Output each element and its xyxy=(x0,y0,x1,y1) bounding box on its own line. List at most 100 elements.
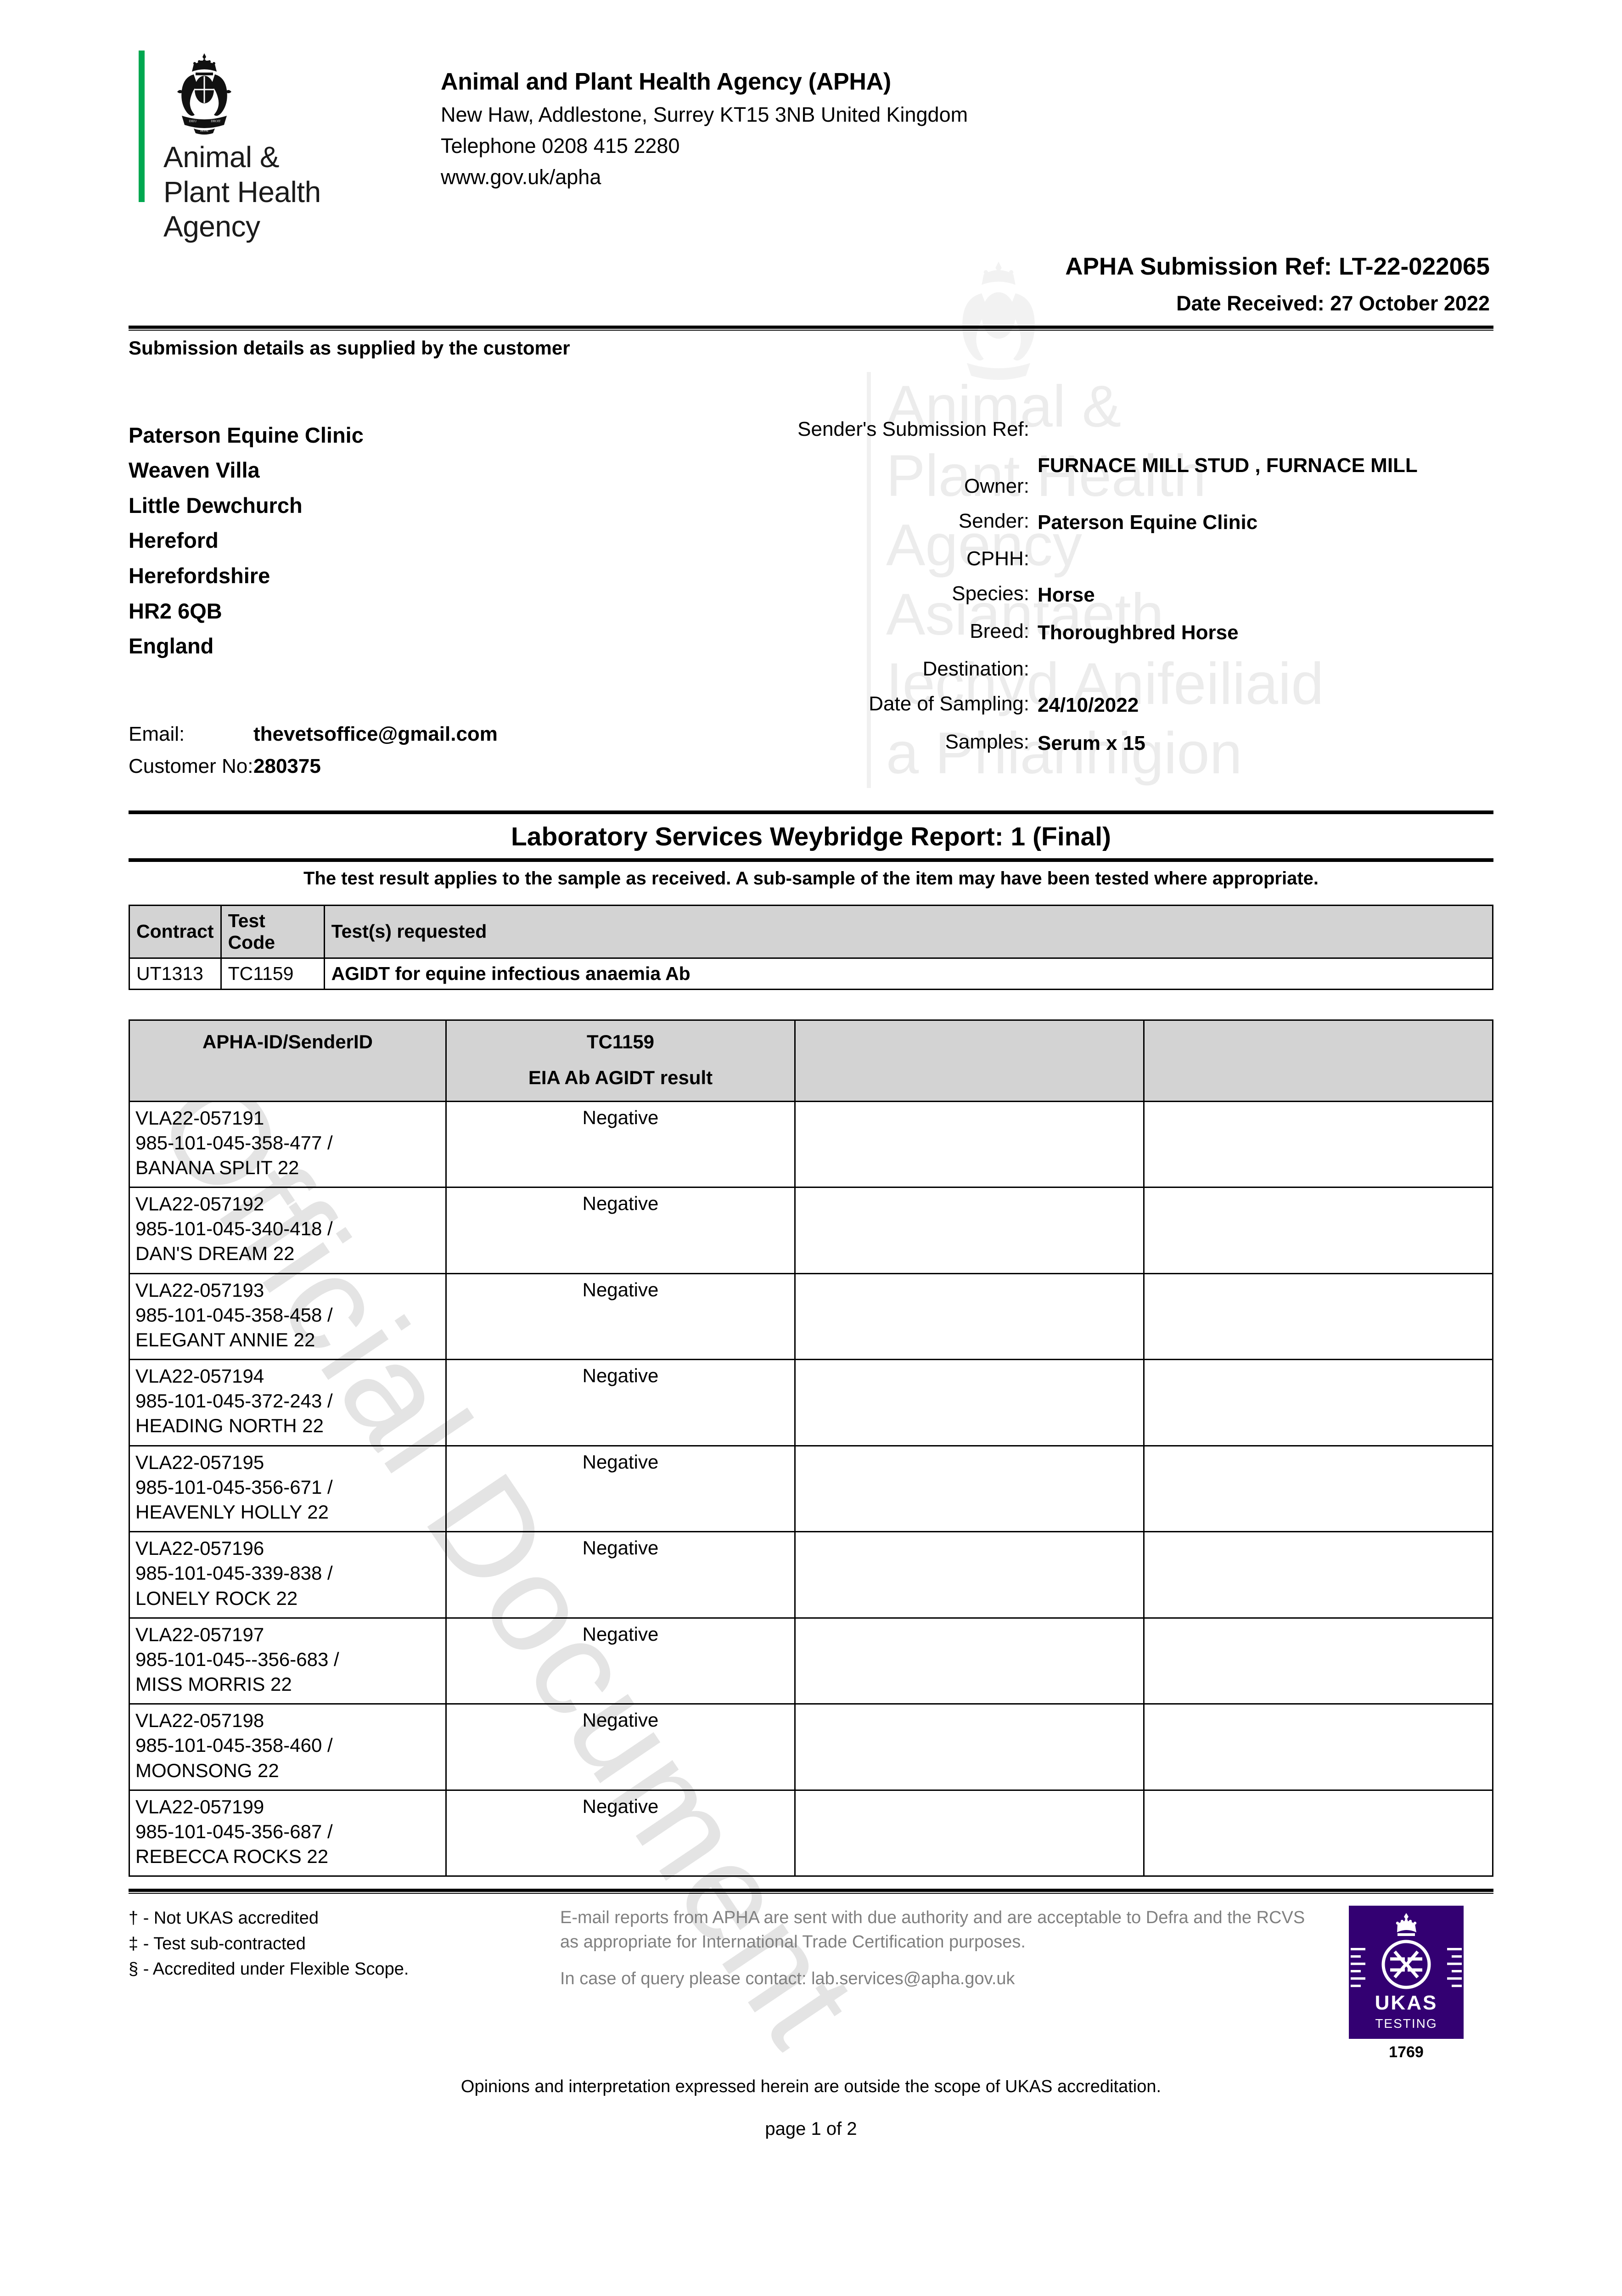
animal-apha-id: VLA22-057197 xyxy=(135,1623,264,1645)
cell-animal-id: VLA22-057191 985-101-045-358-477 / BANAN… xyxy=(129,1100,447,1188)
address-line-1: Paterson Equine Clinic xyxy=(129,422,364,447)
cell-test-requested: AGIDT for equine infectious anaemia Ab xyxy=(323,957,1494,990)
destination-value xyxy=(1038,658,1487,681)
cell-blank-3 xyxy=(794,1703,1145,1791)
logo-text-line-3: Agency xyxy=(163,210,260,243)
cell-result: Negative xyxy=(445,1359,796,1446)
agency-contact-block: Animal and Plant Health Agency (APHA) Ne… xyxy=(441,51,968,244)
cell-blank-4 xyxy=(1143,1703,1493,1791)
email-row: Email: thevetsoffice@gmail.com xyxy=(129,718,735,750)
table-row: VLA22-057191 985-101-045-358-477 / BANAN… xyxy=(129,1100,1493,1188)
table-row: VLA22-057194 985-101-045-372-243 / HEADI… xyxy=(129,1359,1493,1446)
animal-microchip: 985-101-045-356-671 / xyxy=(135,1476,333,1498)
table-row: VLA22-057193 985-101-045-358-458 / ELEGA… xyxy=(129,1272,1493,1361)
col-apha-id-senderid: APHA-ID/SenderID xyxy=(129,1019,447,1102)
submission-fields: Sender's Submission Ref: Owner: FURNACE … xyxy=(735,418,1493,783)
table-row: VLA22-057199 985-101-045-356-687 / REBEC… xyxy=(129,1789,1493,1877)
cell-blank-3 xyxy=(794,1789,1145,1877)
species-label: Species: xyxy=(952,582,1029,605)
cell-blank-3 xyxy=(794,1617,1145,1705)
cell-animal-id: VLA22-057195 985-101-045-356-671 / HEAVE… xyxy=(129,1445,447,1533)
address-line-5: Herefordshire xyxy=(129,563,270,588)
samples-value: Serum x 15 xyxy=(1038,732,1145,754)
cell-contract: UT1313 xyxy=(129,957,222,990)
animal-name: MOONSONG 22 xyxy=(135,1759,279,1781)
cell-blank-4 xyxy=(1143,1531,1493,1619)
svg-text:DROIT: DROIT xyxy=(211,119,221,123)
owner-label: Owner: xyxy=(964,474,1029,497)
note-flexible-scope: § - Accredited under Flexible Scope. xyxy=(129,1959,409,1979)
col-tests-requested: Test(s) requested xyxy=(323,904,1494,959)
cell-animal-id: VLA22-057194 985-101-045-372-243 / HEADI… xyxy=(129,1359,447,1446)
animal-apha-id: VLA22-057192 xyxy=(135,1193,264,1215)
animal-name: ELEGANT ANNIE 22 xyxy=(135,1328,315,1351)
cell-result: Negative xyxy=(445,1272,796,1361)
cell-blank-4 xyxy=(1143,1445,1493,1533)
customer-no-value: 280375 xyxy=(253,755,321,778)
page-number: page 1 of 2 xyxy=(765,2119,857,2139)
address-line-6: HR2 6QB xyxy=(129,598,222,623)
field-breed: Breed: Thoroughbred Horse xyxy=(735,620,1493,646)
field-senders-ref: Sender's Submission Ref: xyxy=(735,418,1493,441)
cell-result: Negative xyxy=(445,1531,796,1619)
address-line-2: Weaven Villa xyxy=(129,458,260,483)
agency-title: Animal and Plant Health Agency (APHA) xyxy=(441,68,891,95)
sampling-label: Date of Sampling: xyxy=(869,692,1029,715)
submission-details-heading: Submission details as supplied by the cu… xyxy=(129,337,570,359)
report-title-divider-top xyxy=(129,810,1493,814)
field-species: Species: Horse xyxy=(735,582,1493,608)
customer-no-label: Customer No: xyxy=(129,755,253,778)
animal-name: REBECCA ROCKS 22 xyxy=(135,1846,329,1868)
table-row: VLA22-057197 985-101-045--356-683 / MISS… xyxy=(129,1617,1493,1705)
note-not-ukas: † - Not UKAS accredited xyxy=(129,1908,319,1928)
animal-apha-id: VLA22-057198 xyxy=(135,1710,264,1732)
agency-address: New Haw, Addlestone, Surrey KT15 3NB Uni… xyxy=(441,103,968,126)
cell-result: Negative xyxy=(445,1100,796,1188)
animal-microchip: 985-101-045-358-477 / xyxy=(135,1131,333,1154)
address-line-4: Hereford xyxy=(129,528,219,553)
logo-text-line-1: Animal & xyxy=(163,141,280,174)
document-footer: † - Not UKAS accredited ‡ - Test sub-con… xyxy=(129,1906,1493,2061)
cell-test-code: TC1159 xyxy=(220,957,325,990)
cell-blank-3 xyxy=(794,1272,1145,1361)
cell-blank-4 xyxy=(1143,1187,1493,1274)
col-test-code: Test Code xyxy=(220,904,325,959)
samples-label: Samples: xyxy=(945,730,1029,753)
ukas-number: 1769 xyxy=(1389,2043,1424,2061)
animal-name: MISS MORRIS 22 xyxy=(135,1673,292,1695)
cell-blank-3 xyxy=(794,1359,1145,1446)
owner-value: FURNACE MILL STUD , FURNACE MILL xyxy=(1038,454,1418,477)
cell-blank-4 xyxy=(1143,1272,1493,1361)
cell-blank-3 xyxy=(794,1445,1145,1533)
animal-microchip: 985-101-045-358-460 / xyxy=(135,1734,333,1756)
address-line-3: Little Dewchurch xyxy=(129,493,303,518)
col-test-desc-label: EIA Ab AGIDT result xyxy=(528,1066,713,1088)
results-table-body: VLA22-057191 985-101-045-358-477 / BANAN… xyxy=(129,1100,1493,1877)
animal-name: HEADING NORTH 22 xyxy=(135,1415,324,1437)
customer-no-row: Customer No: 280375 xyxy=(129,750,735,782)
breed-label: Breed: xyxy=(970,620,1029,643)
animal-microchip: 985-101-045-340-418 / xyxy=(135,1218,333,1240)
field-cphh: CPHH: xyxy=(735,547,1493,570)
email-label: Email: xyxy=(129,722,185,745)
agency-telephone: Telephone 0208 415 2280 xyxy=(441,134,680,158)
animal-apha-id: VLA22-057196 xyxy=(135,1537,264,1559)
cell-blank-3 xyxy=(794,1187,1145,1274)
accreditation-notes: † - Not UKAS accredited ‡ - Test sub-con… xyxy=(129,1906,551,1982)
animal-microchip: 985-101-045-339-838 / xyxy=(135,1562,333,1584)
footer-divider xyxy=(129,1889,1493,1894)
note-subcontracted: ‡ - Test sub-contracted xyxy=(129,1934,306,1953)
results-table: APHA-ID/SenderID TC1159 EIA Ab AGIDT res… xyxy=(129,1019,1493,1877)
svg-text:HONI: HONI xyxy=(200,129,208,133)
submission-details: Paterson Equine Clinic Weaven Villa Litt… xyxy=(129,418,1493,783)
cell-animal-id: VLA22-057196 985-101-045-339-838 / LONEL… xyxy=(129,1531,447,1619)
animal-microchip: 985-101-045--356-683 / xyxy=(135,1648,339,1670)
animal-microchip: 985-101-045-358-458 / xyxy=(135,1304,333,1326)
destination-label: Destination: xyxy=(922,658,1029,681)
animal-name: LONELY ROCK 22 xyxy=(135,1587,298,1609)
cell-blank-3 xyxy=(794,1100,1145,1188)
field-sender: Sender: Paterson Equine Clinic xyxy=(735,510,1493,535)
cell-animal-id: VLA22-057198 985-101-045-358-460 / MOONS… xyxy=(129,1703,447,1791)
sender-label: Sender: xyxy=(958,509,1029,532)
